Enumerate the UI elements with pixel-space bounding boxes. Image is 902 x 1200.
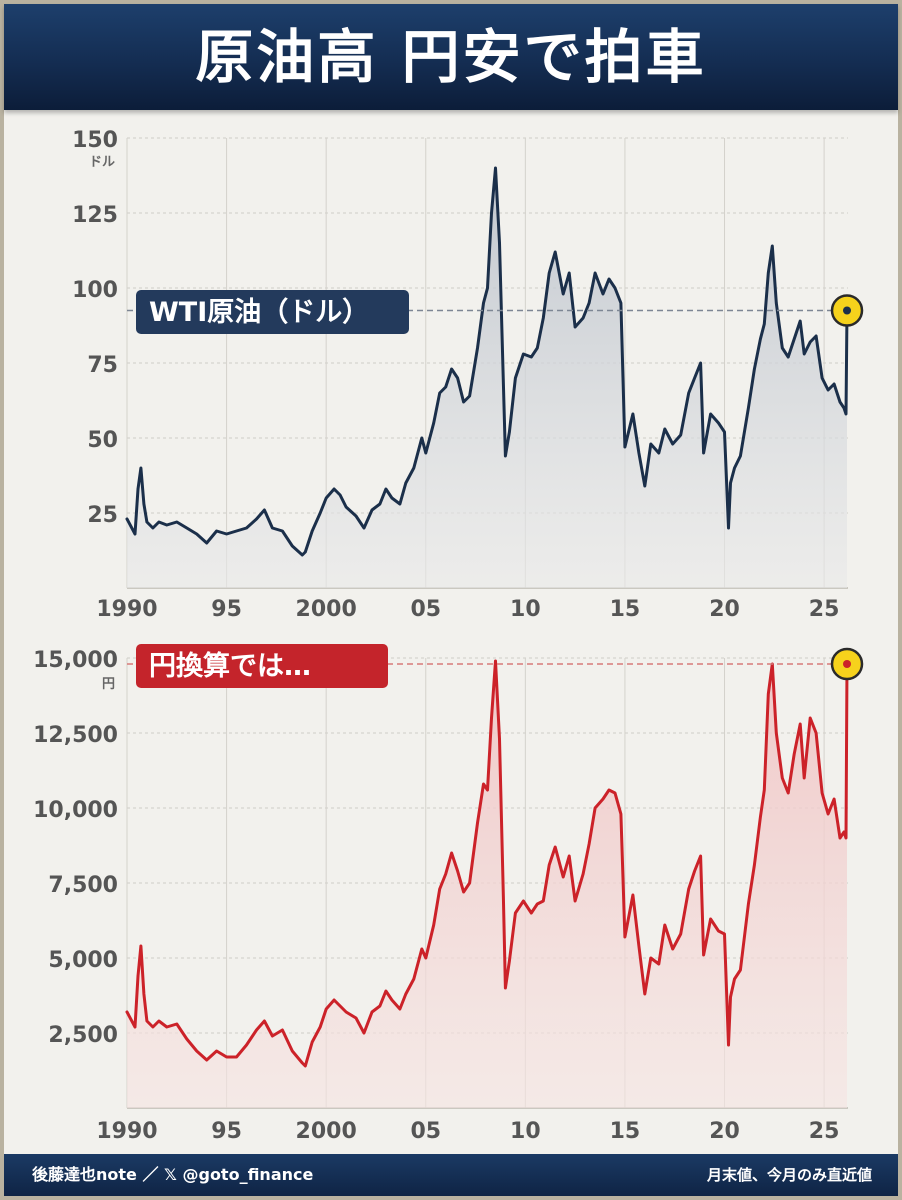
footer-credit: 後藤達也note ／ 𝕏 @goto_finance — [32, 1165, 314, 1184]
usd-x-tick-label: 1990 — [96, 597, 157, 622]
yen-x-tick-label: 10 — [510, 1119, 541, 1144]
usd-unit-label: ドル — [89, 155, 115, 170]
usd-x-tick-label: 2000 — [296, 597, 357, 622]
usd-x-tick-label: 25 — [809, 597, 840, 622]
yen-x-tick-label: 20 — [709, 1119, 740, 1144]
header-banner: 原油高 円安で拍車 — [4, 4, 898, 110]
yen-label-box — [136, 644, 388, 688]
usd-x-tick-label: 20 — [709, 597, 740, 622]
usd-label-box — [136, 290, 409, 334]
yen-x-tick-label: 95 — [211, 1119, 242, 1144]
yen-latest-marker-dot — [843, 660, 852, 668]
wti-usd-chart: 25 50 75 100 125 150 ドル 1990 95 2000 05 10 15 20 25 WTI… — [72, 128, 864, 622]
yen-series-label: 円換算では… — [149, 650, 311, 682]
usd-area-fill — [127, 168, 847, 588]
yen-x-tick-label: 2000 — [296, 1119, 357, 1144]
usd-y-tick-label: 75 — [87, 353, 118, 378]
yen-y-tick-label: 10,000 — [33, 798, 118, 823]
usd-y-tick-label: 50 — [87, 428, 118, 453]
footer-bar: 後藤達也note ／ 𝕏 @goto_finance 月末値、今月のみ直近値 — [4, 1154, 898, 1196]
yen-x-tick-label: 1990 — [96, 1119, 157, 1144]
usd-y-tick-label: 150 — [72, 128, 118, 153]
yen-x-tick-label: 05 — [410, 1119, 441, 1144]
yen-y-tick-label: 12,500 — [33, 723, 118, 748]
usd-y-tick-label: 100 — [72, 278, 118, 303]
yen-series-line — [125, 659, 849, 1068]
yen-y-tick-label: 15,000 — [33, 648, 118, 673]
usd-series-line — [125, 166, 849, 557]
yen-y-tick-label: 5,000 — [48, 948, 118, 973]
yen-x-tick-label: 25 — [809, 1119, 840, 1144]
yen-y-tick-label: 2,500 — [48, 1023, 118, 1048]
usd-x-tick-label: 15 — [610, 597, 641, 622]
usd-x-tick-label: 10 — [510, 597, 541, 622]
usd-x-tick-label: 95 — [211, 597, 242, 622]
yen-x-tick-label: 15 — [610, 1119, 641, 1144]
usd-series-label: WTI原油（ドル） — [149, 297, 369, 328]
usd-y-tick-label: 25 — [87, 503, 118, 528]
footer-note: 月末値、今月のみ直近値 — [706, 1166, 872, 1184]
yen-unit-label: 円 — [102, 677, 115, 692]
wti-yen-chart: 2,500 5,000 7,500 10,000 12,500 15,000 円 1990 95… — [33, 644, 864, 1144]
usd-latest-marker-dot — [843, 306, 852, 315]
page-title: 原油高 円安で拍車 — [195, 23, 707, 91]
yen-y-tick-label: 7,500 — [48, 873, 118, 898]
usd-x-tick-label: 05 — [410, 597, 441, 622]
usd-y-tick-label: 125 — [72, 203, 118, 228]
yen-area-fill — [127, 661, 847, 1108]
